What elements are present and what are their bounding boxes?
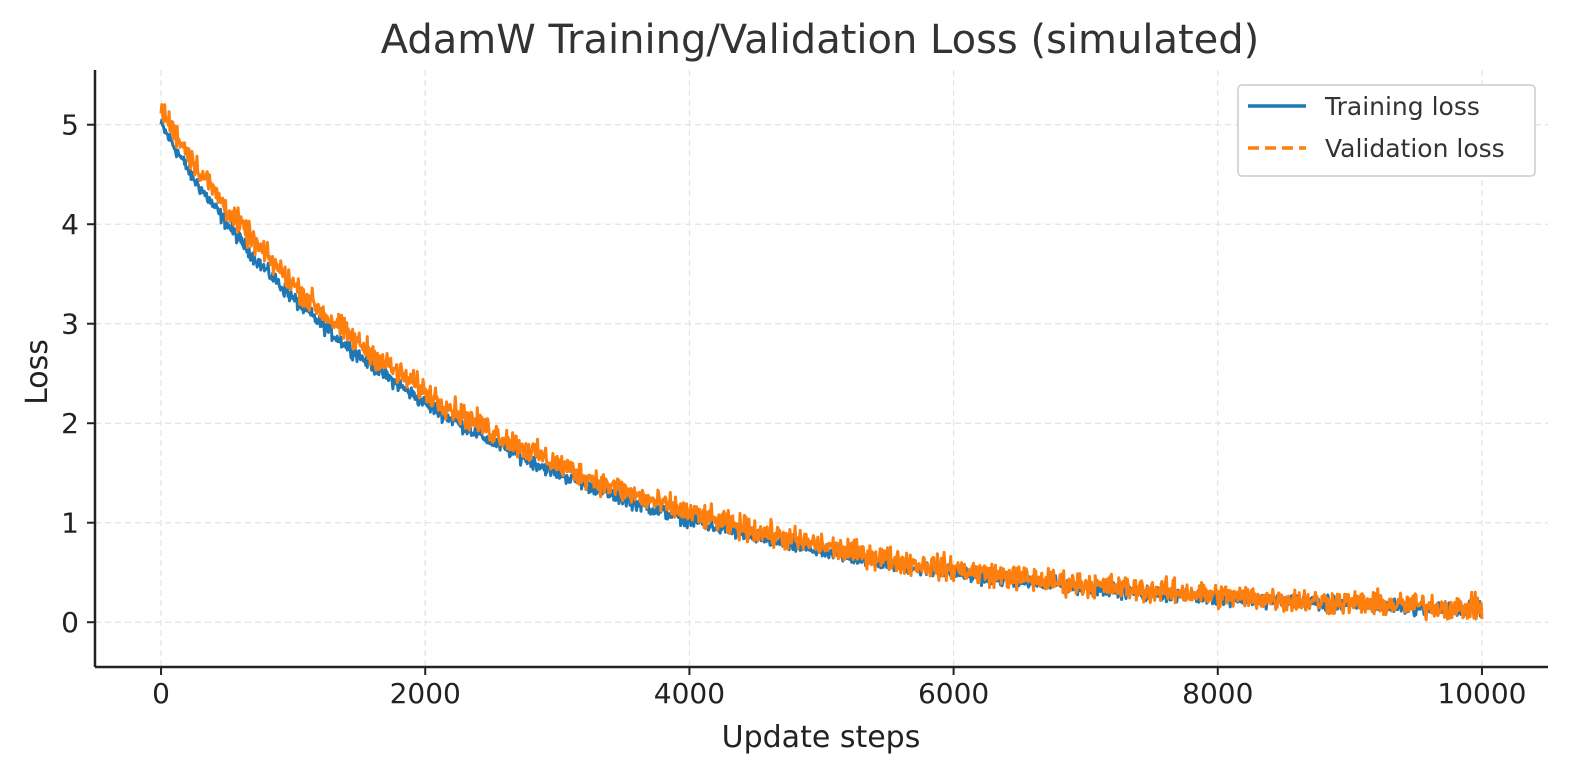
legend-box (1237, 84, 1536, 177)
x-tick-label: 2000 (390, 677, 461, 710)
chart-title: AdamW Training/Validation Loss (simulate… (381, 17, 1260, 63)
series-lines (159, 103, 1484, 622)
y-tick-label: 1 (61, 507, 79, 540)
x-tick-label: 8000 (1182, 677, 1253, 710)
legend-label-validation: Validation loss (1325, 134, 1505, 163)
y-axis-label: Loss (20, 339, 55, 405)
y-tick-label: 3 (61, 308, 79, 341)
x-tick-label: 4000 (654, 677, 725, 710)
x-axis-label: Update steps (722, 720, 921, 755)
ticks: 0 2000 4000 6000 8000 10000 0 1 2 3 4 5 (61, 109, 1526, 710)
x-tick-label: 0 (152, 677, 170, 710)
y-tick-label: 0 (61, 606, 79, 639)
series-line-validation (159, 103, 1484, 622)
y-tick-label: 2 (61, 407, 79, 440)
x-tick-label: 6000 (918, 677, 989, 710)
y-tick-label: 5 (61, 109, 79, 142)
axes (93, 70, 1548, 669)
legend-label-training: Training loss (1324, 92, 1480, 121)
x-tick-label: 10000 (1437, 677, 1526, 710)
y-tick-label: 4 (61, 208, 79, 241)
legend: Training loss Validation loss (1237, 84, 1536, 177)
